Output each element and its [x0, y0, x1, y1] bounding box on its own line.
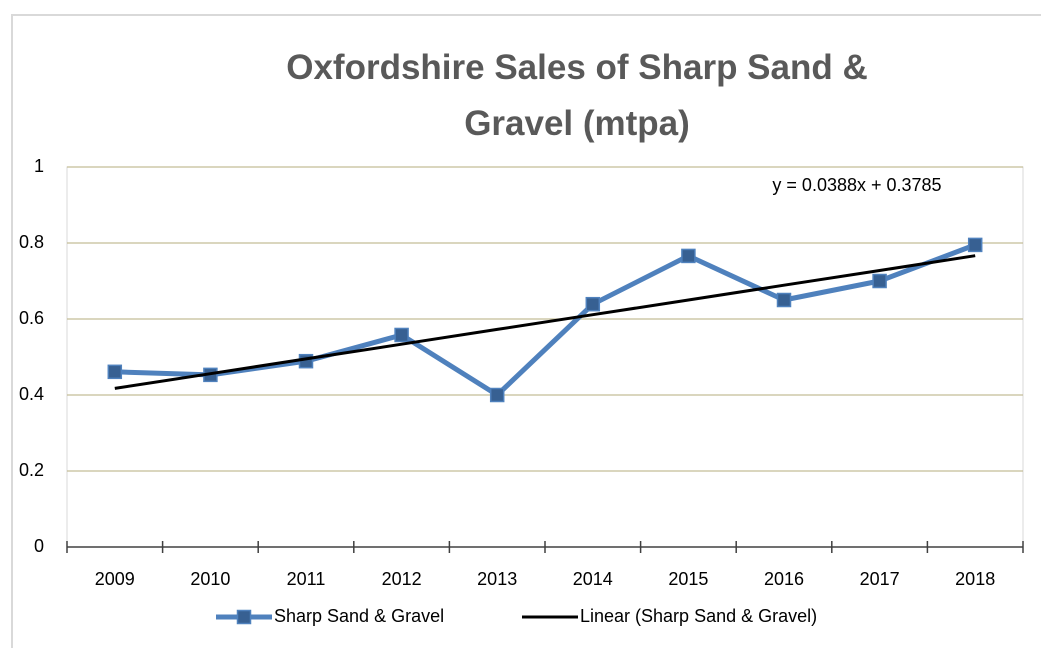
x-tick-label: 2014 — [573, 569, 613, 589]
data-line — [114, 242, 977, 398]
marker — [776, 292, 792, 308]
y-tick-label: 0.4 — [19, 384, 44, 404]
plot-border — [66, 166, 1024, 548]
marker — [298, 353, 314, 369]
y-tick-label: 0.2 — [19, 460, 44, 480]
marker — [489, 387, 505, 403]
trend-line — [114, 254, 976, 390]
trend-equation: y = 0.0388x + 0.3785 — [772, 175, 941, 195]
legend-marker — [236, 609, 252, 625]
x-tick-label: 2010 — [190, 569, 230, 589]
marker — [585, 296, 601, 312]
marker — [394, 327, 409, 343]
x-tick-label: 2013 — [477, 569, 517, 589]
chart-border — [11, 14, 1041, 648]
legend-label: Sharp Sand & Gravel — [274, 606, 444, 626]
marker — [872, 273, 887, 289]
chart-title: Oxfordshire Sales of Sharp Sand & Gravel… — [286, 48, 868, 143]
y-tick-label: 0 — [34, 536, 44, 556]
x-tick-label: 2018 — [955, 569, 995, 589]
marker — [681, 248, 696, 264]
legend-label: Linear (Sharp Sand & Gravel) — [580, 606, 817, 626]
y-tick-label: 0.6 — [19, 308, 44, 328]
x-tick-label: 2017 — [860, 569, 900, 589]
marker — [967, 237, 983, 253]
x-tick-label: 2009 — [95, 569, 135, 589]
x-tick-label: 2011 — [287, 569, 326, 589]
y-tick-label: 0.8 — [19, 232, 44, 252]
x-tick-label: 2012 — [382, 569, 422, 589]
y-tick-label: 1 — [34, 156, 44, 176]
x-tick-label: 2016 — [764, 569, 804, 589]
marker — [107, 364, 123, 380]
x-tick-label: 2015 — [668, 569, 708, 589]
